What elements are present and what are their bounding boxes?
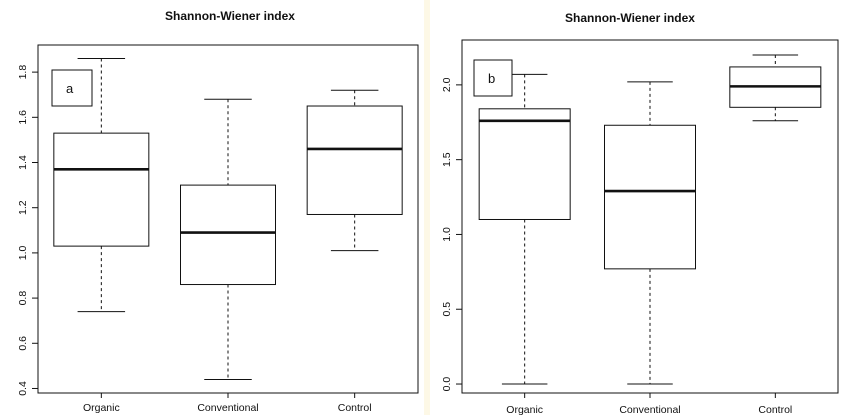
chart-title: Shannon-Wiener index bbox=[165, 9, 295, 23]
chart-title: Shannon-Wiener index bbox=[565, 11, 695, 25]
x-tick-label: Conventional bbox=[619, 404, 680, 415]
chart-panel-b: Shannon-Wiener index 0.0 0.5 1.0 1.5 2.0 Organ… bbox=[430, 0, 842, 415]
x-tick-label: Control bbox=[338, 402, 372, 414]
panel-label-box bbox=[473, 59, 513, 97]
y-tick-label: 1.2 bbox=[17, 200, 29, 215]
y-tick-label: 0.5 bbox=[441, 302, 453, 317]
y-tick-label: 0.8 bbox=[17, 291, 29, 306]
panel-label: a bbox=[66, 81, 74, 96]
box-conventional: Conventional bbox=[604, 81, 696, 415]
y-tick-label: 1.0 bbox=[441, 227, 453, 242]
x-tick-label: Control bbox=[758, 404, 792, 415]
x-tick-label: Organic bbox=[83, 402, 120, 414]
box-control: Control bbox=[729, 54, 822, 415]
box-organic: Organic bbox=[478, 73, 571, 415]
iqr-box bbox=[53, 132, 150, 247]
iqr-box bbox=[478, 108, 571, 220]
boxplot-chart-b: Shannon-Wiener index 0.0 0.5 1.0 1.5 2.0 Organ… bbox=[441, 11, 839, 415]
y-tick-label: 0.6 bbox=[17, 336, 29, 351]
x-tick-label: Conventional bbox=[197, 402, 258, 414]
iqr-box bbox=[604, 124, 696, 270]
panel-label-box bbox=[51, 69, 93, 107]
y-tick-label: 1.5 bbox=[441, 152, 453, 167]
y-tick-label: 0.0 bbox=[441, 377, 453, 392]
boxplot-chart-a: Shannon-Wiener index 0.4 0.6 0.8 1.0 1.2 1.4 1.… bbox=[17, 9, 419, 414]
y-tick-label: 2.0 bbox=[441, 77, 453, 92]
iqr-box bbox=[306, 105, 403, 215]
box-conventional: Conventional bbox=[180, 98, 276, 414]
panel-label: b bbox=[488, 71, 495, 86]
box-control: Control bbox=[306, 89, 403, 414]
y-tick-label: 1.8 bbox=[17, 65, 29, 80]
y-tick-label: 0.4 bbox=[17, 381, 29, 396]
y-tick-label: 1.0 bbox=[17, 245, 29, 260]
y-tick-label: 1.6 bbox=[17, 110, 29, 125]
x-tick-label: Organic bbox=[506, 404, 543, 415]
y-tick-label: 1.4 bbox=[17, 155, 29, 170]
iqr-box bbox=[180, 184, 276, 286]
chart-panel-a: Shannon-Wiener index 0.4 0.6 0.8 1.0 1.2 1.4 1.… bbox=[0, 0, 424, 415]
box-organic: Organic bbox=[53, 58, 150, 414]
